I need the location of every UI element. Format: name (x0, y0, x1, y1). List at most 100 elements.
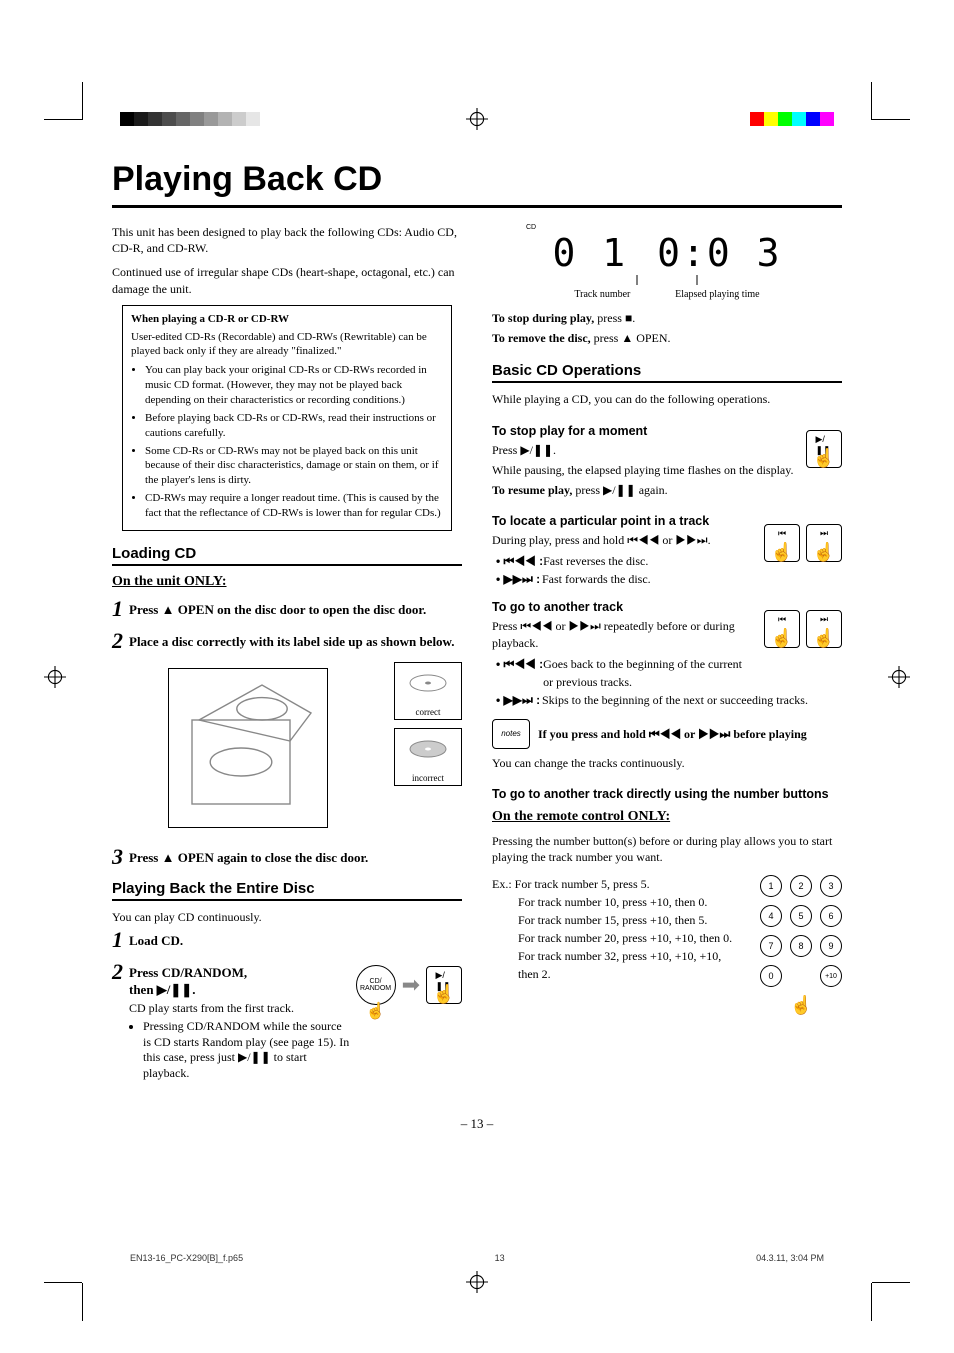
another-lead: Press ⏮◀◀ or ▶▶⏭ repeatedly before or du… (492, 618, 754, 650)
resume-line: To resume play, press ▶/❚❚ again. (492, 482, 842, 498)
footer-page: 13 (495, 1253, 505, 1263)
num-button-icon: 9 (820, 935, 842, 957)
incorrect-label: incorrect (410, 771, 446, 785)
intro-text: This unit has been designed to play back… (112, 224, 462, 256)
step-text: Load CD. (129, 929, 183, 950)
box-list: You can play back your original CD-Rs or… (131, 363, 443, 520)
cd-indicator: CD (526, 224, 842, 231)
info-box: When playing a CD-R or CD-RW User-edited… (122, 305, 452, 531)
basic-lead: While playing a CD, you can do the follo… (492, 391, 842, 407)
footer-file: EN13-16_PC-X290[B]_f.p65 (130, 1253, 243, 1263)
ex-item: For track number 32, press +10, +10, +10… (492, 947, 740, 983)
registration-mark-icon (466, 1271, 488, 1293)
color-bar (750, 112, 834, 126)
registration-mark-icon (888, 666, 910, 688)
step-text: Press ▲ OPEN on the disc door to open th… (129, 598, 426, 619)
step-number: 1 (112, 598, 123, 620)
locate-heading: To locate a particular point in a track (492, 514, 754, 528)
ex-item: For track number 15, press +10, then 5. (492, 911, 707, 929)
num-button-icon: 4 (760, 905, 782, 927)
disc-figure: correct incorrect (112, 662, 462, 834)
notes-block: notes If you press and hold ⏮◀◀ or ▶▶⏭ b… (492, 719, 842, 749)
prev-button-icon: ⏮ (764, 524, 800, 562)
stop-line: To stop during play, press ■. (492, 310, 842, 326)
page-title: Playing Back CD (112, 160, 842, 199)
number-pad-illustration: 1 2 3 4 5 6 7 8 9 0 +10 ☝ (752, 875, 842, 1016)
display-figure: CD 0 1 0:0 3 Track number Elapsed playin… (492, 224, 842, 300)
step-2: 2 Place a disc correctly with its label … (112, 630, 462, 652)
registration-mark-icon (466, 108, 488, 130)
num-button-icon: 1 (760, 875, 782, 897)
cd-random-button-icon: CD/ RANDOM (356, 965, 396, 1005)
locate-lead: During play, press and hold ⏮◀◀ or ▶▶⏭. (492, 532, 754, 548)
box-item: You can play back your original CD-Rs or… (145, 363, 443, 408)
arrow-icon: ➡ (396, 972, 426, 998)
next-button-icon: ⏭ (806, 610, 842, 648)
playback-heading: Playing Back the Entire Disc (112, 880, 462, 901)
box-title: When playing a CD-R or CD-RW (131, 312, 443, 327)
num-button-icon: +10 (820, 965, 842, 987)
locate-list: • ⏮◀◀ :Fast reverses the disc. • ▶▶⏭ :Fa… (492, 552, 754, 588)
play-pause-button-icon: ▶/❚❚ (806, 430, 842, 468)
greyscale-bar (120, 112, 260, 126)
direct-sub: On the remote control ONLY: (492, 809, 842, 825)
cd-player-illustration (168, 668, 328, 828)
num-button-icon: 5 (790, 905, 812, 927)
step-text-a: Press CD/RANDOM, (129, 965, 247, 980)
num-button-icon: 7 (760, 935, 782, 957)
step-3: 3 Press ▲ OPEN again to close the disc d… (112, 846, 462, 868)
another-list-2: • ▶▶⏭ :Skips to the beginning of the nex… (492, 691, 842, 709)
step-text-b: then ▶/❚❚. (129, 982, 195, 997)
box-item: Some CD-Rs or CD-RWs may not be played b… (145, 444, 443, 489)
pause-heading: To stop play for a moment (492, 424, 796, 438)
step-number: 1 (112, 929, 123, 951)
right-column: CD 0 1 0:0 3 Track number Elapsed playin… (492, 224, 842, 1092)
ex-item: For track number 20, press +10, +10, the… (492, 929, 732, 947)
ex-item: For track number 10, press +10, then 0. (492, 893, 707, 911)
registration-mark-icon (44, 666, 66, 688)
correct-label: correct (414, 705, 443, 719)
step-sub: CD play starts from the first track. (129, 1001, 350, 1017)
step-text: Press CD/RANDOM, then ▶/❚❚. CD play star… (129, 961, 350, 1082)
play-pause-button-icon: ▶/❚❚ (426, 966, 462, 1004)
remove-line: To remove the disc, press ▲ OPEN. (492, 330, 842, 346)
step-note: Pressing CD/RANDOM while the source is C… (143, 1019, 350, 1081)
intro-text: Continued use of irregular shape CDs (he… (112, 264, 462, 296)
left-column: This unit has been designed to play back… (112, 224, 462, 1092)
content: Playing Back CD This unit has been desig… (112, 160, 842, 1132)
num-button-icon: 6 (820, 905, 842, 927)
num-button-icon: 8 (790, 935, 812, 957)
basic-heading: Basic CD Operations (492, 362, 842, 383)
pause-line: While pausing, the elapsed playing time … (492, 462, 796, 478)
notes-text: You can change the tracks continuously. (492, 755, 842, 771)
title-rule (112, 205, 842, 208)
prev-button-icon: ⏮ (764, 610, 800, 648)
direct-heading: To go to another track directly using th… (492, 787, 842, 801)
incorrect-disc-icon: incorrect (394, 728, 462, 786)
track-label: Track number (574, 289, 630, 300)
elapsed-time-display: 0:0 3 (657, 231, 781, 275)
num-button-icon: 3 (820, 875, 842, 897)
box-item: Before playing back CD-Rs or CD-RWs, rea… (145, 411, 443, 441)
loading-sub: On the unit ONLY: (112, 574, 462, 590)
step-number: 2 (112, 961, 123, 983)
playback-step-2: 2 Press CD/RANDOM, then ▶/❚❚. CD play st… (112, 961, 462, 1082)
footer: EN13-16_PC-X290[B]_f.p65 13 04.3.11, 3:0… (130, 1253, 824, 1263)
direct-lead: Pressing the number button(s) before or … (492, 833, 842, 865)
another-heading: To go to another track (492, 600, 754, 614)
ex-lead: Ex.: (492, 877, 512, 891)
step-text: Place a disc correctly with its label si… (129, 630, 454, 651)
ex-item: For track number 5, press 5. (515, 877, 650, 891)
button-illustration: CD/ RANDOM ➡ ▶/❚❚ (356, 961, 462, 1005)
example-row: Ex.: For track number 5, press 5. For tr… (492, 875, 842, 1016)
page-number: – 13 – (112, 1116, 842, 1132)
another-list: • ⏮◀◀ :Goes back to the beginning of the… (492, 655, 754, 691)
step-text: Press ▲ OPEN again to close the disc doo… (129, 846, 368, 867)
track-number-display: 0 1 (552, 231, 627, 275)
correct-disc-icon: correct (394, 662, 462, 720)
playback-step-1: 1 Load CD. (112, 929, 462, 951)
footer-date: 04.3.11, 3:04 PM (756, 1253, 824, 1263)
pause-line: Press ▶/❚❚. (492, 442, 796, 458)
page: Playing Back CD This unit has been desig… (0, 0, 954, 1353)
playback-lead: You can play CD continuously. (112, 909, 462, 925)
